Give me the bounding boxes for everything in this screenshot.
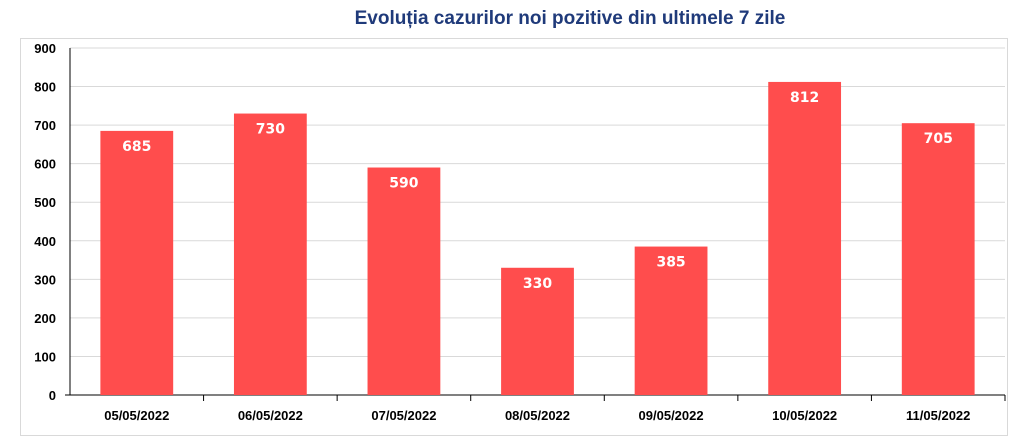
y-tick-label: 800 [34,80,56,95]
y-tick-label: 500 [34,195,56,210]
y-tick-label: 300 [34,272,56,287]
y-tick-label: 700 [34,118,56,133]
x-tick-label: 06/05/2022 [238,408,303,423]
y-tick-label: 900 [34,41,56,56]
y-tick-label: 400 [34,234,56,249]
bar [233,113,307,396]
bar [901,123,975,395]
data-label: 685 [122,139,151,155]
y-tick-label: 0 [49,388,56,403]
bar [501,267,574,395]
y-tick-label: 200 [34,311,56,326]
x-tick-label: 10/05/2022 [772,408,837,423]
y-tick-label: 100 [34,349,56,364]
data-label: 385 [656,255,685,271]
bar [768,81,842,395]
x-tick-label: 07/05/2022 [371,408,436,423]
chart-frame [20,38,1008,436]
x-tick-label: 09/05/2022 [639,408,704,423]
data-label: 705 [924,131,953,147]
x-tick-label: 11/05/2022 [906,408,970,423]
data-label: 330 [523,276,552,292]
x-tick-label: 08/05/2022 [505,408,570,423]
bar [634,246,708,395]
chart-title: Evoluția cazurilor noi pozitive din ulti… [354,8,786,29]
data-label: 590 [389,176,418,192]
bar [367,167,441,395]
x-tick-label: 05/05/2022 [104,408,169,423]
data-label: 812 [790,90,819,106]
bar [100,130,174,395]
data-label: 730 [256,122,285,138]
y-tick-label: 600 [34,157,56,172]
